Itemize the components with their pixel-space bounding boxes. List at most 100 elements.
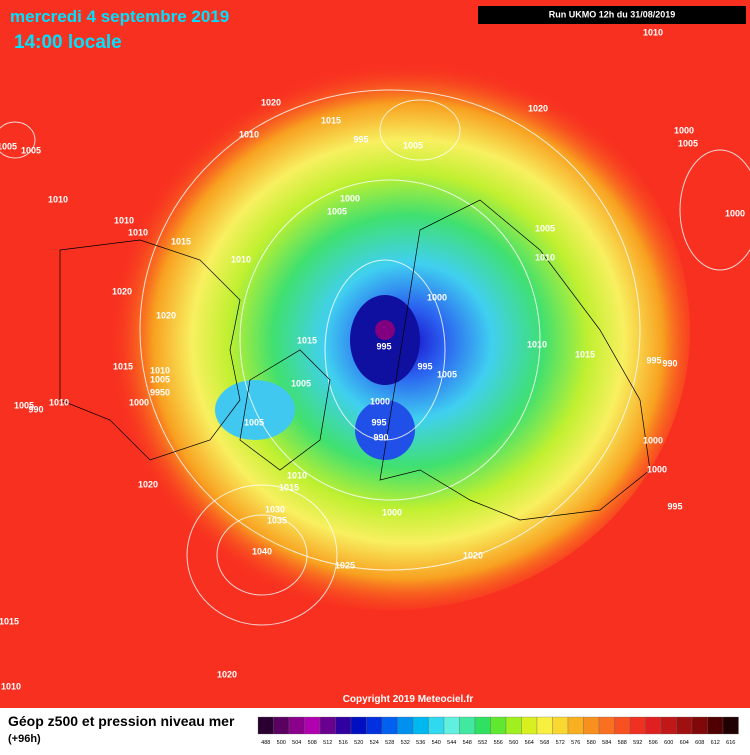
scale-swatch bbox=[304, 716, 321, 735]
scale-label: 584 bbox=[602, 740, 611, 746]
isobar-label: 1020 bbox=[112, 286, 132, 296]
isobar-label: 1035 bbox=[267, 515, 287, 525]
scale-label: 508 bbox=[308, 740, 317, 746]
isobar-label: 1000 bbox=[340, 193, 360, 203]
isobar-label: 1005 bbox=[291, 378, 311, 388]
low-core bbox=[355, 400, 415, 460]
isobar-label: 995 bbox=[353, 134, 368, 144]
scale-label: 564 bbox=[525, 740, 534, 746]
scale-label: 516 bbox=[339, 740, 348, 746]
isobar-label: 1005 bbox=[244, 417, 264, 427]
scale-swatch bbox=[319, 716, 336, 735]
isobar-label: 1005 bbox=[403, 140, 423, 150]
isobar-label: 1000 bbox=[725, 208, 745, 218]
scale-swatch bbox=[350, 716, 367, 735]
scale-swatch bbox=[552, 716, 569, 735]
scale-label: 616 bbox=[726, 740, 735, 746]
scale-label: 612 bbox=[711, 740, 720, 746]
scale-label: 568 bbox=[540, 740, 549, 746]
isobar-label: 1000 bbox=[370, 396, 390, 406]
scale-swatch bbox=[521, 716, 538, 735]
low-center bbox=[375, 320, 395, 340]
scale-swatch bbox=[335, 716, 352, 735]
scale-label: 560 bbox=[509, 740, 518, 746]
isobar-label: 1015 bbox=[575, 349, 595, 359]
scale-label: 588 bbox=[618, 740, 627, 746]
scale-label: 532 bbox=[401, 740, 410, 746]
copyright: Copyright 2019 Meteociel.fr bbox=[343, 694, 474, 705]
isobar-label: 1000 bbox=[674, 125, 694, 135]
isobar-label: 1020 bbox=[261, 97, 281, 107]
isobar-label: 1000 bbox=[427, 292, 447, 302]
isobar-label: 1010 bbox=[239, 129, 259, 139]
scale-swatch bbox=[676, 716, 693, 735]
isobar-label: 1010 bbox=[527, 339, 547, 349]
scale-label: 504 bbox=[292, 740, 301, 746]
isobar-label: 1015 bbox=[297, 335, 317, 345]
scale-swatch bbox=[412, 716, 429, 735]
scale-label: 604 bbox=[680, 740, 689, 746]
coastlines bbox=[59, 199, 651, 521]
scale-swatch bbox=[707, 716, 724, 735]
scale-swatch bbox=[614, 716, 631, 735]
isobars bbox=[0, 89, 750, 626]
scale-swatch bbox=[629, 716, 646, 735]
scale-swatch bbox=[645, 716, 662, 735]
isobar-label: 995 bbox=[371, 417, 386, 427]
scale-label: 552 bbox=[478, 740, 487, 746]
isobar-label: 995 bbox=[417, 361, 432, 371]
scale-label: 512 bbox=[323, 740, 332, 746]
isobar-label: 1020 bbox=[217, 669, 237, 679]
scale-label: 488 bbox=[261, 740, 270, 746]
isobar-label: 995 bbox=[646, 355, 661, 365]
scale-swatch bbox=[536, 716, 553, 735]
scale-label: 536 bbox=[416, 740, 425, 746]
isobar-label: 995 bbox=[376, 341, 391, 351]
scale-label: 600 bbox=[664, 740, 673, 746]
time-title: 14:00 locale bbox=[14, 32, 122, 53]
isobar-label: 1000 bbox=[382, 507, 402, 517]
scale-label: 520 bbox=[354, 740, 363, 746]
isobar-label: 1020 bbox=[463, 550, 483, 560]
isobar-label: 990 bbox=[373, 432, 388, 442]
isobar-label: 1010 bbox=[643, 27, 663, 37]
scale-swatch bbox=[722, 716, 739, 735]
isobar-label: 1010 bbox=[231, 254, 251, 264]
isobar-label: 1015 bbox=[321, 115, 341, 125]
isobar-labels: 1010 1020 1010 1015 1020 1000 1005 1005 1005 1005… bbox=[0, 27, 745, 691]
footer-title: Géop z500 et pression niveau mer bbox=[8, 713, 235, 729]
scale-label: 548 bbox=[463, 740, 472, 746]
isobar-label: 1015 bbox=[0, 616, 19, 626]
scale-label: 524 bbox=[370, 740, 379, 746]
scale-swatch bbox=[490, 716, 507, 735]
scale-swatch bbox=[660, 716, 677, 735]
isobar-label: 9950 bbox=[150, 387, 170, 397]
scale-label: 528 bbox=[385, 740, 394, 746]
scale-swatch bbox=[598, 716, 615, 735]
scale-label: 544 bbox=[447, 740, 456, 746]
scale-swatch bbox=[257, 716, 274, 735]
scale-label: 540 bbox=[432, 740, 441, 746]
isobar-label: 1030 bbox=[265, 504, 285, 514]
isobar-label: 1005 bbox=[14, 400, 34, 410]
color-scale: 488 500 504 508 512 516 520 524 528 532 536 540 544 5… bbox=[257, 716, 739, 746]
scale-swatch bbox=[288, 716, 305, 735]
scale-label: 608 bbox=[695, 740, 704, 746]
isobar-label: 1015 bbox=[171, 236, 191, 246]
scale-swatch bbox=[691, 716, 708, 735]
isobar-label: 990 bbox=[662, 358, 677, 368]
scale-swatch bbox=[273, 716, 290, 735]
footer-subtitle: (+96h) bbox=[8, 733, 41, 745]
scale-label: 572 bbox=[556, 740, 565, 746]
scale-label: 500 bbox=[277, 740, 286, 746]
scale-swatch bbox=[567, 716, 584, 735]
run-box bbox=[478, 6, 746, 24]
isobar-label: 1005 bbox=[678, 138, 698, 148]
scale-label: 592 bbox=[633, 740, 642, 746]
run-label: Run UKMO 12h du 31/08/2019 bbox=[549, 9, 676, 19]
isobar-label: 1010 bbox=[1, 681, 21, 691]
isobar-label: 1015 bbox=[113, 361, 133, 371]
isobar-label: 1005 bbox=[535, 223, 555, 233]
isobar-label: 1005 bbox=[0, 141, 17, 151]
isobar-label: 1040 bbox=[252, 546, 272, 556]
